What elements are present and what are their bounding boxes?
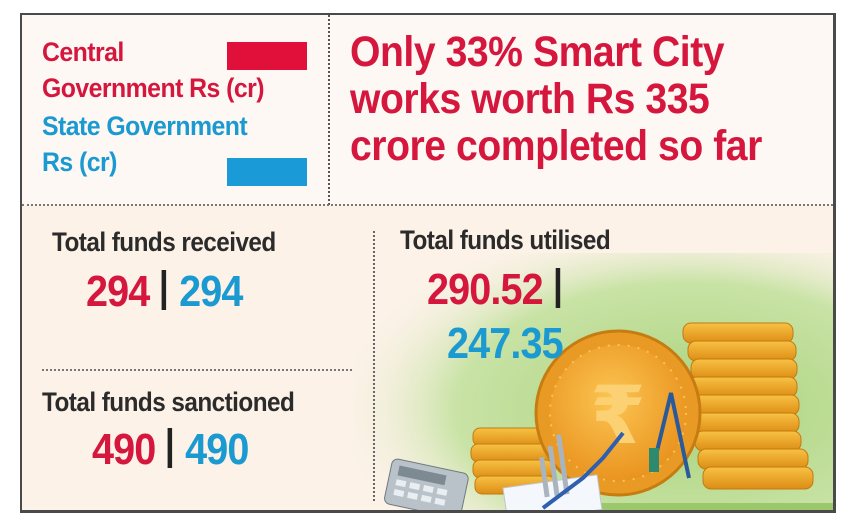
received-central-value: 294 xyxy=(86,267,150,316)
divider-inner-vertical xyxy=(373,231,375,501)
legend-central-label-line1: Central xyxy=(42,37,124,67)
headline-line1: Only 33% Smart City xyxy=(350,28,725,76)
sanctioned-title: Total funds sanctioned xyxy=(42,387,295,417)
bottom-section: ₹ Total funds received 294 294 xyxy=(22,207,833,510)
utilised-central-value: 290.52 xyxy=(427,265,544,314)
headline-line3: crore completed so far xyxy=(350,122,762,170)
utilised-state-value: 247.35 xyxy=(447,319,564,368)
utilised-title: Total funds utilised xyxy=(400,225,611,255)
value-separator xyxy=(555,268,560,308)
legend-state-label-line1: State Government xyxy=(42,111,248,141)
legend-central-label-line2: Government Rs (cr) xyxy=(42,73,265,103)
headline-line2: works worth Rs 335 xyxy=(350,75,710,123)
legend-central-swatch xyxy=(227,42,307,70)
received-values: 294 294 xyxy=(86,267,243,317)
utilised-values-row2: 247.35 xyxy=(447,319,564,369)
legend: Central Government Rs (cr) State Governm… xyxy=(22,15,328,205)
headline: Only 33% Smart City works worth Rs 335 c… xyxy=(350,29,762,170)
received-state-value: 294 xyxy=(179,267,243,316)
divider-horizontal xyxy=(22,204,833,206)
value-separator xyxy=(167,428,173,468)
rupee-coins-illustration-icon: ₹ xyxy=(353,253,833,510)
sanctioned-values: 490 490 xyxy=(92,425,249,475)
infographic-frame: Central Government Rs (cr) State Governm… xyxy=(20,13,836,513)
value-separator xyxy=(161,270,167,310)
top-section: Central Government Rs (cr) State Governm… xyxy=(22,15,833,206)
utilised-values-row1: 290.52 xyxy=(427,265,572,315)
sanctioned-state-value: 490 xyxy=(185,425,249,474)
svg-text:₹: ₹ xyxy=(590,369,646,462)
legend-state-swatch xyxy=(227,158,307,186)
received-title: Total funds received xyxy=(52,227,276,257)
legend-state-label-line2: Rs (cr) xyxy=(42,147,117,177)
divider-vertical xyxy=(328,15,330,205)
divider-inner-horizontal xyxy=(42,369,352,371)
sanctioned-central-value: 490 xyxy=(92,425,156,474)
